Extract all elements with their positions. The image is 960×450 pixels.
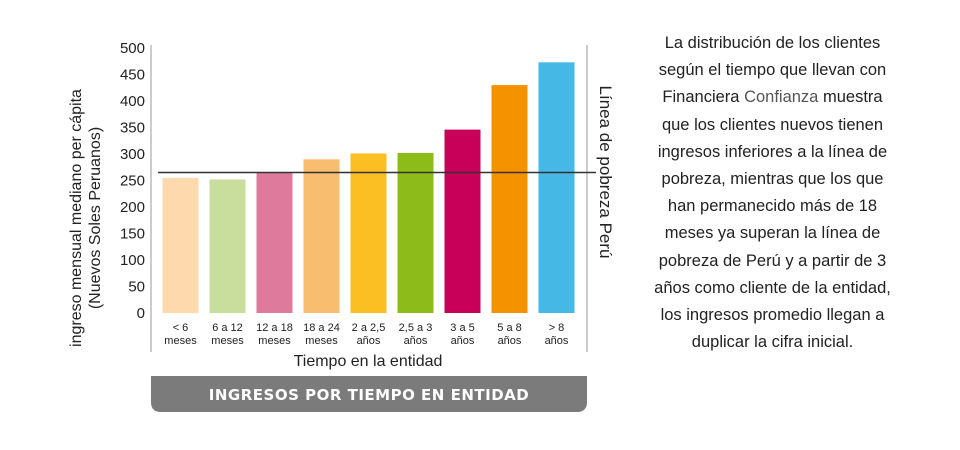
x-category-label: 18 a 24 xyxy=(303,322,340,334)
chart-title-banner xyxy=(151,376,587,412)
x-category-label: > 8 xyxy=(549,322,565,334)
y-tick-label: 200 xyxy=(120,199,145,216)
x-axis-title: Tiempo en la entidad xyxy=(294,353,443,370)
description-text-start: La distribución de los clientes según el… xyxy=(658,34,887,107)
y-tick-label: 450 xyxy=(120,67,145,84)
x-category-label: años xyxy=(545,335,569,347)
bar xyxy=(256,172,293,313)
y-tick-label: 50 xyxy=(128,279,145,296)
x-category-label: 2 a 2,5 xyxy=(352,322,386,334)
x-category-label: 5 a 8 xyxy=(497,322,521,334)
x-category-label: meses xyxy=(211,335,244,347)
y-axis-title-line-2: (Nuevos Soles Peruanos) xyxy=(87,127,104,309)
x-category-label: años xyxy=(451,335,475,347)
bar xyxy=(491,85,528,313)
x-category-label: 12 a 18 xyxy=(256,322,293,334)
bar xyxy=(538,62,575,314)
bar xyxy=(397,152,434,313)
bar xyxy=(350,153,387,313)
y-tick-label: 100 xyxy=(120,252,145,269)
chart-title: INGRESOS POR TIEMPO EN ENTIDAD xyxy=(209,386,529,404)
x-category-label: años xyxy=(404,335,428,347)
bar xyxy=(444,129,481,313)
x-category-label: < 6 xyxy=(173,322,189,334)
y-axis-ticks: 0 50 100 150 200 250 300 350 400 450 500 xyxy=(120,40,145,322)
y-tick-label: 150 xyxy=(120,226,145,243)
x-category-label: años xyxy=(498,335,522,347)
bars xyxy=(162,62,575,314)
bar xyxy=(209,179,246,313)
y-tick-label: 250 xyxy=(120,173,145,190)
y-tick-label: 0 xyxy=(137,305,145,322)
x-category-label: meses xyxy=(164,335,197,347)
y-tick-label: 350 xyxy=(120,120,145,137)
x-category-label: 3 a 5 xyxy=(450,322,474,334)
x-category-label: 6 a 12 xyxy=(212,322,243,334)
x-category-label: 2,5 a 3 xyxy=(399,322,433,334)
description-text-end: muestra que los clientes nuevos tienen i… xyxy=(654,88,891,352)
y-tick-label: 300 xyxy=(120,146,145,163)
description-paragraph: La distribución de los clientes según el… xyxy=(650,30,895,356)
y-tick-label: 400 xyxy=(120,93,145,110)
bar xyxy=(303,159,340,313)
x-category-label: meses xyxy=(258,335,291,347)
bar xyxy=(162,177,199,313)
description-accent: Confianza xyxy=(744,88,819,107)
poverty-line-label: Línea de pobreza Perú xyxy=(596,86,615,259)
x-category-label: meses xyxy=(305,335,338,347)
y-tick-label: 500 xyxy=(120,40,145,57)
y-axis-title-line-1: ingreso mensual mediano per cápita xyxy=(68,89,85,347)
x-category-label: años xyxy=(357,335,381,347)
